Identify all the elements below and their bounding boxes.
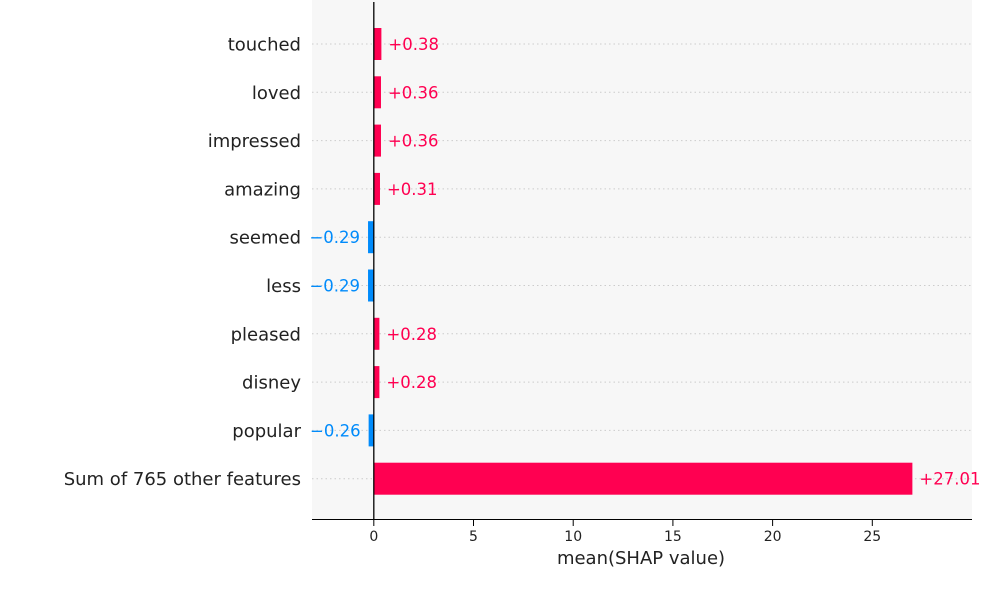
chart-background [312,0,972,520]
x-tick-label: 10 [564,529,582,545]
value-label: +0.28 [386,373,437,392]
x-tick-label: 20 [764,529,782,545]
bar [373,172,380,205]
bar [368,269,374,302]
bar [368,221,374,254]
bar [373,366,380,399]
category-label: pleased [231,324,301,345]
category-label: loved [252,83,301,104]
value-label: +27.01 [919,470,980,489]
value-label: −0.26 [310,421,361,440]
bar [373,462,913,495]
category-label: Sum of 765 other features [64,469,301,490]
value-label: −0.29 [309,277,360,296]
value-label: +0.36 [388,132,439,151]
category-label: amazing [224,179,301,200]
x-tick-label: 5 [469,529,478,545]
bar [373,317,380,350]
value-label: +0.28 [386,325,437,344]
bar [373,76,381,109]
category-label: seemed [229,228,301,249]
x-axis: 0 5 10 15 20 25 [312,519,972,545]
category-label: touched [228,35,301,56]
category-label: popular [232,421,301,442]
labels-layer: touched +0.38 loved +0.36 impressed +0.36 amaz… [64,35,981,491]
value-label: +0.31 [387,180,438,199]
x-tick-label: 15 [664,529,682,545]
x-tick-label: 25 [863,529,881,545]
bar [373,28,382,60]
category-label: disney [242,373,301,394]
value-label: +0.38 [388,35,439,54]
category-label: impressed [208,131,301,152]
value-label: −0.29 [309,228,360,247]
x-tick-label: 0 [369,529,378,545]
x-axis-title: mean(SHAP value) [557,548,725,569]
bars-layer [368,2,913,520]
bar [373,124,381,157]
category-label: less [266,276,301,297]
value-label: +0.36 [388,83,439,102]
bar [368,414,374,447]
